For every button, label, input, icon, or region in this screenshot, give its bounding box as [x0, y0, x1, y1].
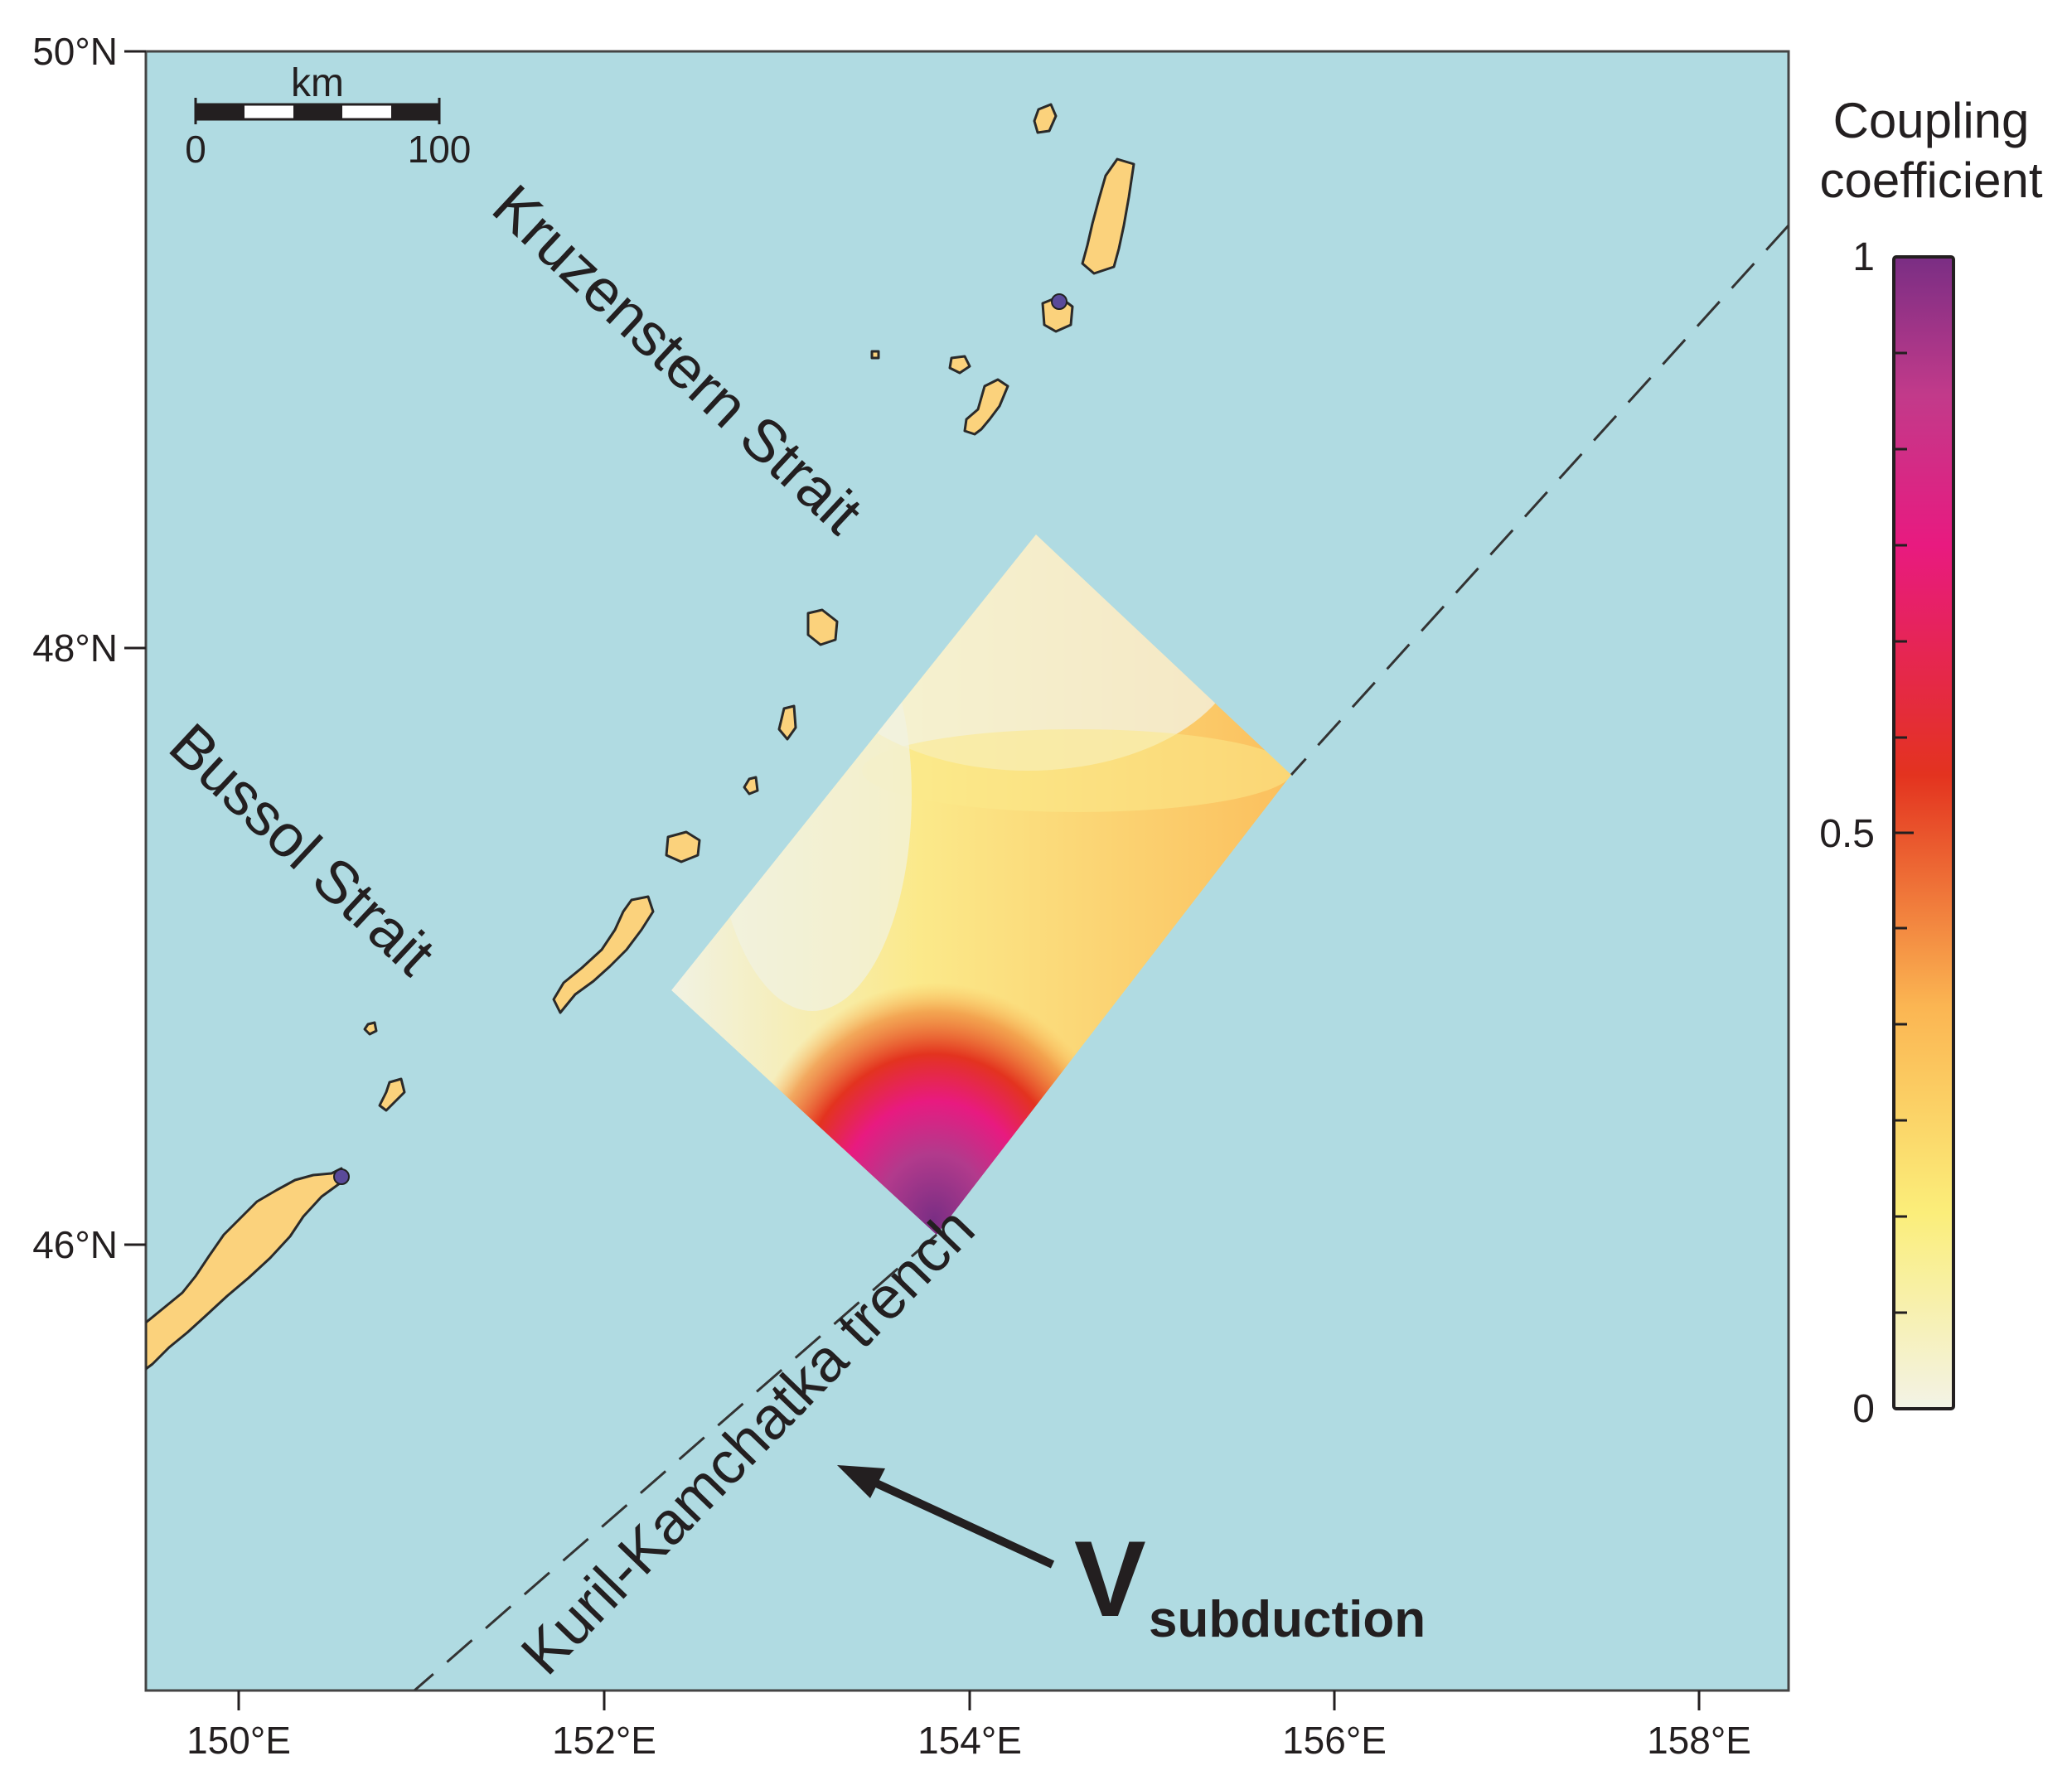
volcano-marker-north — [1051, 293, 1067, 310]
island-small-1 — [948, 355, 971, 375]
island-rasshua — [806, 608, 839, 646]
legend-title-line1: Coupling — [1833, 93, 2030, 148]
lon-label-152: 152°E — [552, 1719, 656, 1762]
island-matua — [963, 378, 1009, 436]
subduction-vector: V subduction — [837, 1465, 1426, 1648]
trench-line-lower — [414, 1233, 937, 1691]
coupling-legend: Coupling coefficient 1 0.5 0 — [1819, 93, 2043, 1431]
island-ushishir — [777, 704, 797, 741]
kuril-islands — [146, 103, 1135, 1371]
longitude-axis: 150°E 152°E 154°E 156°E 158°E — [186, 1691, 1751, 1762]
volcano-marker-south — [333, 1168, 350, 1185]
scale-bar-unit: km — [291, 61, 344, 105]
island-brat-chirpoev — [378, 1077, 406, 1112]
island-ketoy-small — [743, 776, 759, 796]
legend-tick-1: 1 — [1852, 235, 1875, 279]
lon-label-156: 156°E — [1282, 1719, 1387, 1762]
legend-title-line2: coefficient — [1819, 152, 2042, 208]
scale-bar-start: 0 — [185, 128, 206, 171]
legend-tick-0: 0 — [1852, 1387, 1875, 1431]
island-small-2 — [870, 350, 880, 360]
lat-label-48: 48°N — [32, 626, 118, 670]
island-paramushir-south — [1081, 157, 1135, 275]
island-simushir-north — [665, 830, 701, 863]
lon-label-158: 158°E — [1647, 1719, 1751, 1762]
lon-label-150: 150°E — [186, 1719, 291, 1762]
lat-label-46: 46°N — [32, 1223, 118, 1266]
island-simushir — [552, 895, 655, 1014]
subduction-v-label: V — [1074, 1518, 1146, 1639]
island-urup — [146, 1167, 343, 1371]
scale-bar: km 0 100 — [185, 61, 471, 171]
island-chirpoy-small — [363, 1021, 378, 1036]
lon-label-154: 154°E — [917, 1719, 1022, 1762]
lat-label-50: 50°N — [32, 30, 118, 73]
scale-bar-end: 100 — [408, 128, 472, 171]
trench-line-upper — [1290, 224, 1789, 776]
island-north-small — [1033, 103, 1058, 134]
legend-tick-0-5: 0.5 — [1819, 812, 1875, 856]
subduction-sub-label: subduction — [1149, 1591, 1426, 1648]
latitude-axis: 50°N 48°N 46°N — [32, 30, 146, 1266]
